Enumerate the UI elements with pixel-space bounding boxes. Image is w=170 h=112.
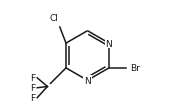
Text: N: N (106, 39, 112, 48)
Text: F: F (30, 74, 35, 83)
Text: Br: Br (130, 64, 140, 73)
Text: F: F (30, 93, 35, 102)
Text: F: F (30, 84, 35, 92)
Text: Cl: Cl (50, 14, 58, 23)
Text: N: N (84, 76, 91, 85)
